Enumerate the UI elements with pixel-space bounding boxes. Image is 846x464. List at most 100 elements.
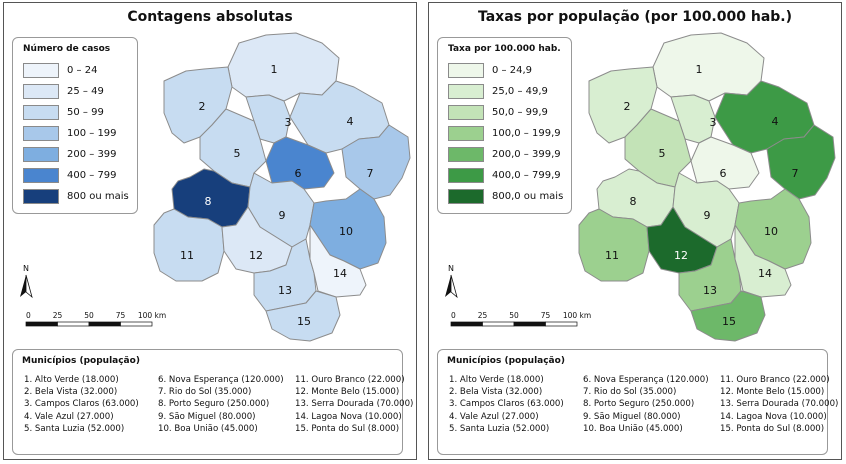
region-15: [690, 290, 766, 342]
legend-swatch: [448, 63, 484, 78]
north-arrow-icon: [25, 274, 33, 299]
legend-item: 0 – 24,9: [448, 60, 563, 81]
region-label: 12: [249, 249, 263, 262]
scale-bar-segment: [545, 321, 578, 327]
region-label: 12: [674, 249, 688, 262]
legend-item: 50,0 – 99,9: [448, 102, 563, 123]
legend-label: 800,0 ou mais: [492, 191, 564, 202]
panel-absolute-counts: Contagens absolutas 1 2 3 4 5 6 7 8 9 10 11 12 13 14 1…: [3, 2, 417, 460]
scale-label: 0: [451, 311, 456, 320]
municipio-item: 2. Bela Vista (32.000): [24, 387, 118, 398]
legend-item: 800,0 ou mais: [448, 186, 563, 207]
legend-swatch: [448, 84, 484, 99]
municipio-item: 13. Serra Dourada (70.000): [720, 399, 839, 410]
north-arrow-icon: [20, 275, 26, 297]
scale-bar-segment: [450, 321, 483, 327]
legend: Número de casos 0 – 24 25 – 49 50 – 99 100 …: [12, 37, 138, 214]
municipio-item: 8. Porto Seguro (250.000): [158, 399, 270, 410]
municipio-item: 15. Ponta do Sul (8.000): [720, 423, 825, 434]
region-14: [309, 224, 367, 298]
legend-item: 100,0 – 199,9: [448, 123, 563, 144]
legend-item: 400 – 799: [23, 165, 129, 186]
municipio-item: 1. Alto Verde (18.000): [449, 375, 544, 385]
municipios-col-2: 6. Nova Esperança (120.000) 7. Rio do Sol…: [583, 374, 709, 435]
legend-label: 800 ou mais: [67, 191, 129, 202]
legend-label: 25 – 49: [67, 86, 104, 97]
region-label: 14: [333, 267, 347, 280]
legend-item: 25 – 49: [23, 81, 129, 102]
legend-swatch: [23, 147, 59, 162]
municipio-item: 4. Vale Azul (27.000): [449, 411, 539, 422]
municipio-item: 13. Serra Dourada (70.000): [295, 399, 414, 410]
municipio-item: 8. Porto Seguro (250.000): [583, 399, 695, 410]
region-label: 1: [696, 63, 703, 76]
municipio-item: 3. Campos Claros (63.000): [24, 399, 139, 410]
region-label: 4: [347, 115, 354, 128]
legend-label: 100 – 199: [67, 128, 117, 139]
municipio-item: 14. Lagoa Nova (10.000): [295, 411, 402, 422]
region-label: 6: [720, 167, 727, 180]
legend-swatch: [23, 63, 59, 78]
region-label: 3: [285, 116, 292, 129]
region-label: 7: [792, 167, 799, 180]
region-label: 1: [271, 63, 278, 76]
municipio-item: 10. Boa União (45.000): [583, 423, 683, 434]
legend-item: 0 – 24: [23, 60, 129, 81]
municipios-col-2: 6. Nova Esperança (120.000) 7. Rio do Sol…: [158, 374, 284, 435]
scale-label: 25: [53, 311, 63, 320]
legend: Taxa por 100.000 hab. 0 – 24,9 25,0 – 49,…: [437, 37, 573, 214]
legend-item: 400,0 – 799,9: [448, 165, 563, 186]
municipios-box: Municípios (população) 1. Alto Verde (18…: [12, 349, 413, 455]
scale-label: 75: [116, 311, 126, 320]
region-label: 11: [605, 249, 619, 262]
region-label: 3: [710, 116, 717, 129]
legend-item: 100 – 199: [23, 123, 129, 144]
scale-label: 100 km: [138, 311, 166, 320]
legend-item: 25,0 – 49,9: [448, 81, 563, 102]
municipio-item: 10. Boa União (45.000): [158, 423, 258, 434]
map-title: Taxas por população (por 100.000 hab.): [477, 9, 792, 25]
region-label: 8: [630, 195, 637, 208]
region-label: 15: [297, 315, 311, 328]
legend-label: 50,0 – 99,9: [492, 107, 548, 118]
legend-swatch: [23, 189, 59, 204]
municipios-col-1: 1. Alto Verde (18.000) 2. Bela Vista (32.…: [24, 374, 139, 435]
municipio-item: 11. Ouro Branco (22.000): [295, 375, 405, 385]
municipios-col-3: 11. Ouro Branco (22.000) 12. Monte Belo (…: [720, 374, 838, 435]
region-label: 13: [703, 284, 717, 297]
region-7: [341, 124, 411, 200]
municipio-item: 14. Lagoa Nova (10.000): [720, 411, 827, 422]
municipio-item: 5. Santa Luzia (52.000): [24, 423, 125, 434]
scale-bar-segment: [482, 321, 515, 327]
legend-label: 100,0 – 199,9: [492, 128, 561, 139]
legend-label: 400 – 799: [67, 170, 117, 181]
legend-label: 0 – 24,9: [492, 65, 532, 76]
region-label: 8: [205, 195, 212, 208]
legend-swatch: [448, 126, 484, 141]
municipio-item: 5. Santa Luzia (52.000): [449, 423, 550, 434]
municipios-box: Municípios (população) 1. Alto Verde (18…: [437, 349, 838, 455]
legend-item: 50 – 99: [23, 102, 129, 123]
region-5: [624, 108, 692, 188]
region-label: 10: [764, 225, 778, 238]
region-5: [199, 108, 267, 188]
north-arrow-icon: [445, 275, 451, 297]
municipio-item: 6. Nova Esperança (120.000): [583, 375, 709, 385]
municipio-item: 12. Monte Belo (15.000): [720, 387, 825, 398]
legend-label: 200 – 399: [67, 149, 117, 160]
legend-title: Taxa por 100.000 hab.: [448, 44, 561, 54]
scale-label: 25: [478, 311, 488, 320]
region-1: [652, 32, 765, 102]
municipio-item: 7. Rio do Sol (35.000): [583, 387, 677, 398]
scale-bar-segment: [88, 321, 121, 327]
scale-label: 50: [84, 311, 94, 320]
legend-item: 200 – 399: [23, 144, 129, 165]
scale-bar-segment: [120, 321, 153, 327]
scale-label: 75: [541, 311, 551, 320]
municipios-title: Municípios (população): [22, 356, 140, 366]
municipio-item: 7. Rio do Sol (35.000): [158, 387, 252, 398]
scale-bar-segment: [57, 321, 90, 327]
legend-swatch: [448, 168, 484, 183]
